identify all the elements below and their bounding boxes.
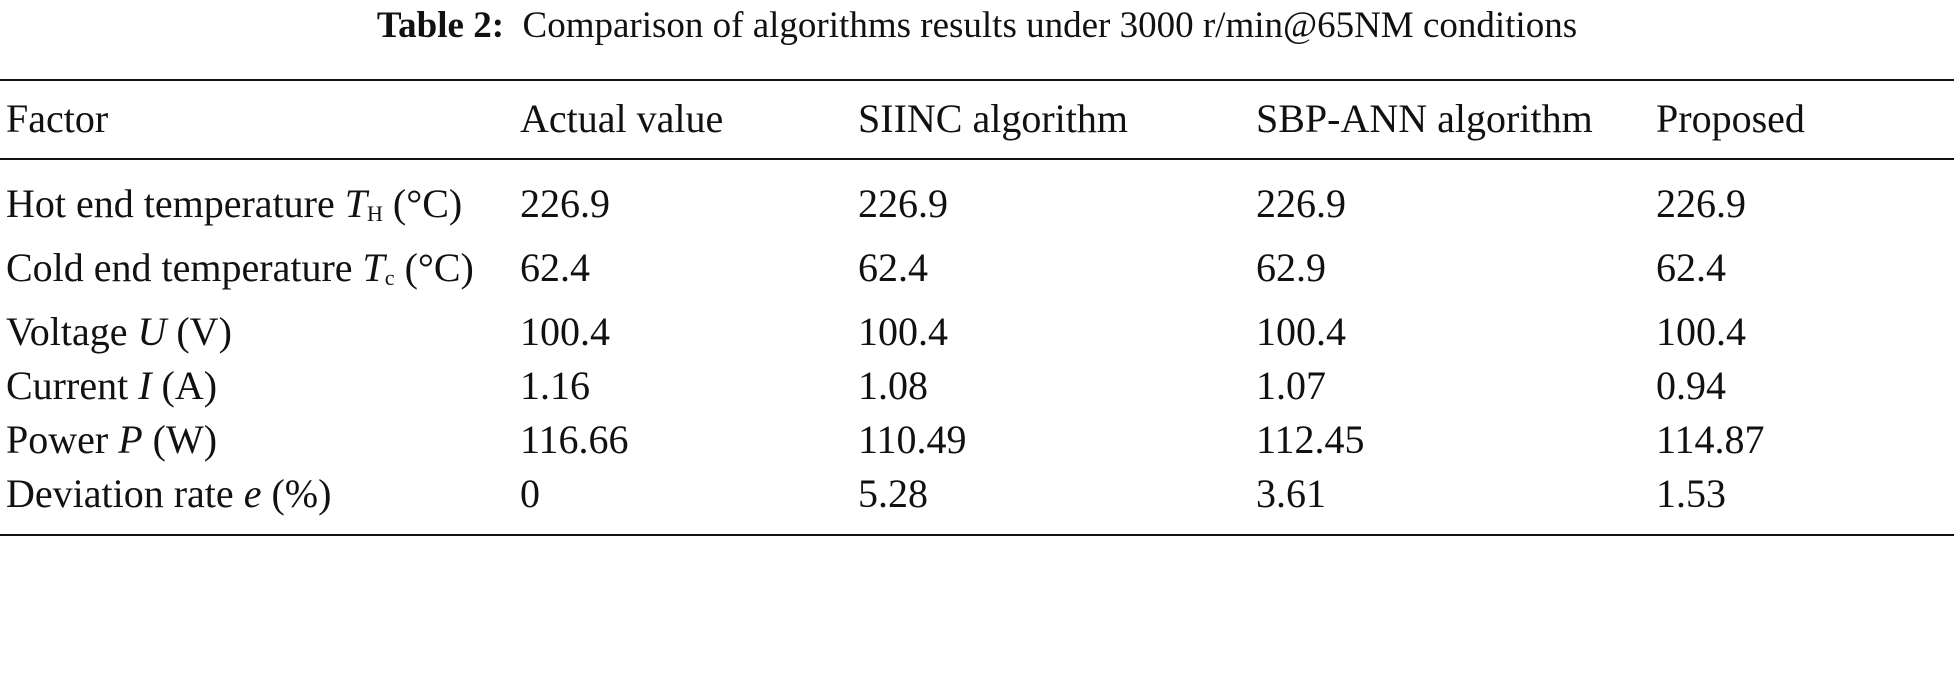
- value-cell: 226.9: [1256, 181, 1346, 226]
- table-row: Voltage U (V) 100.4 100.4 100.4 100.4: [0, 305, 1954, 359]
- table-row: Power P (W) 116.66 110.49 112.45 114.87: [0, 413, 1954, 467]
- value-cell: 0.94: [1656, 363, 1726, 408]
- value-cell: 100.4: [1256, 309, 1346, 354]
- results-table: Factor Actual value SIINC algorithm SBP-ANN…: [0, 79, 1954, 536]
- factor-symbol: P: [118, 417, 143, 462]
- value-cell: 112.45: [1256, 417, 1365, 462]
- value-cell: 62.4: [1656, 245, 1726, 290]
- factor-unit: (°C): [392, 181, 463, 226]
- factor-text: Hot end temperature: [6, 181, 335, 226]
- table-caption: Table 2: Comparison of algorithms result…: [0, 4, 1954, 48]
- header-cell: SBP-ANN algorithm: [1256, 96, 1593, 141]
- table-row: Hot end temperature TH (°C) 226.9 226.9 226…: [0, 159, 1954, 241]
- table-body: Hot end temperature TH (°C) 226.9 226.9 226…: [0, 159, 1954, 535]
- factor-cell: Cold end temperature Tc (°C): [0, 241, 520, 305]
- value-cell: 0: [520, 471, 540, 516]
- header-row: Factor Actual value SIINC algorithm SBP-ANN…: [0, 80, 1954, 159]
- value-cell: 114.87: [1656, 417, 1765, 462]
- value-cell: 100.4: [858, 309, 948, 354]
- value-cell: 226.9: [858, 181, 948, 226]
- value-cell: 226.9: [520, 181, 610, 226]
- factor-text: Power: [6, 417, 109, 462]
- factor-cell: Deviation rate e (%): [0, 467, 520, 535]
- factor-cell: Voltage U (V): [0, 305, 520, 359]
- caption-text: Comparison of algorithms results under 3…: [522, 5, 1578, 46]
- factor-symbol: e: [243, 471, 262, 516]
- factor-subscript: H: [367, 201, 383, 226]
- factor-symbol: T: [344, 181, 367, 226]
- value-cell: 62.4: [520, 245, 590, 290]
- table-row: Current I (A) 1.16 1.08 1.07 0.94: [0, 359, 1954, 413]
- value-cell: 5.28: [858, 471, 928, 516]
- table-row: Cold end temperature Tc (°C) 62.4 62.4 62.9…: [0, 241, 1954, 305]
- factor-unit: (A): [161, 363, 218, 408]
- value-cell: 62.4: [858, 245, 928, 290]
- value-cell: 100.4: [1656, 309, 1746, 354]
- caption-label: Table 2:: [376, 5, 505, 46]
- table-row: Deviation rate e (%) 0 5.28 3.61 1.53: [0, 467, 1954, 535]
- value-cell: 226.9: [1656, 181, 1746, 226]
- factor-text: Current: [6, 363, 129, 408]
- factor-text: Deviation rate: [6, 471, 234, 516]
- value-cell: 3.61: [1256, 471, 1326, 516]
- factor-unit: (%): [271, 471, 332, 516]
- value-cell: 100.4: [520, 309, 610, 354]
- factor-symbol: T: [362, 245, 385, 290]
- value-cell: 110.49: [858, 417, 967, 462]
- value-cell: 1.07: [1256, 363, 1326, 408]
- header-cell: Actual value: [520, 96, 724, 141]
- value-cell: 1.53: [1656, 471, 1726, 516]
- factor-cell: Current I (A): [0, 359, 520, 413]
- value-cell: 1.08: [858, 363, 928, 408]
- factor-unit: (W): [152, 417, 218, 462]
- header-cell: Factor: [6, 96, 109, 141]
- factor-unit: (°C): [404, 245, 474, 290]
- factor-cell: Power P (W): [0, 413, 520, 467]
- factor-cell: Hot end temperature TH (°C): [0, 159, 520, 241]
- header-cell: SIINC algorithm: [858, 96, 1128, 141]
- factor-text: Voltage: [6, 309, 128, 354]
- factor-symbol: I: [138, 363, 152, 408]
- factor-text: Cold end temperature: [6, 245, 353, 290]
- value-cell: 62.9: [1256, 245, 1326, 290]
- value-cell: 1.16: [520, 363, 590, 408]
- factor-subscript: c: [384, 265, 395, 290]
- header-cell: Proposed: [1656, 96, 1805, 141]
- factor-unit: (V): [176, 309, 232, 354]
- factor-symbol: U: [137, 309, 167, 354]
- value-cell: 116.66: [520, 417, 629, 462]
